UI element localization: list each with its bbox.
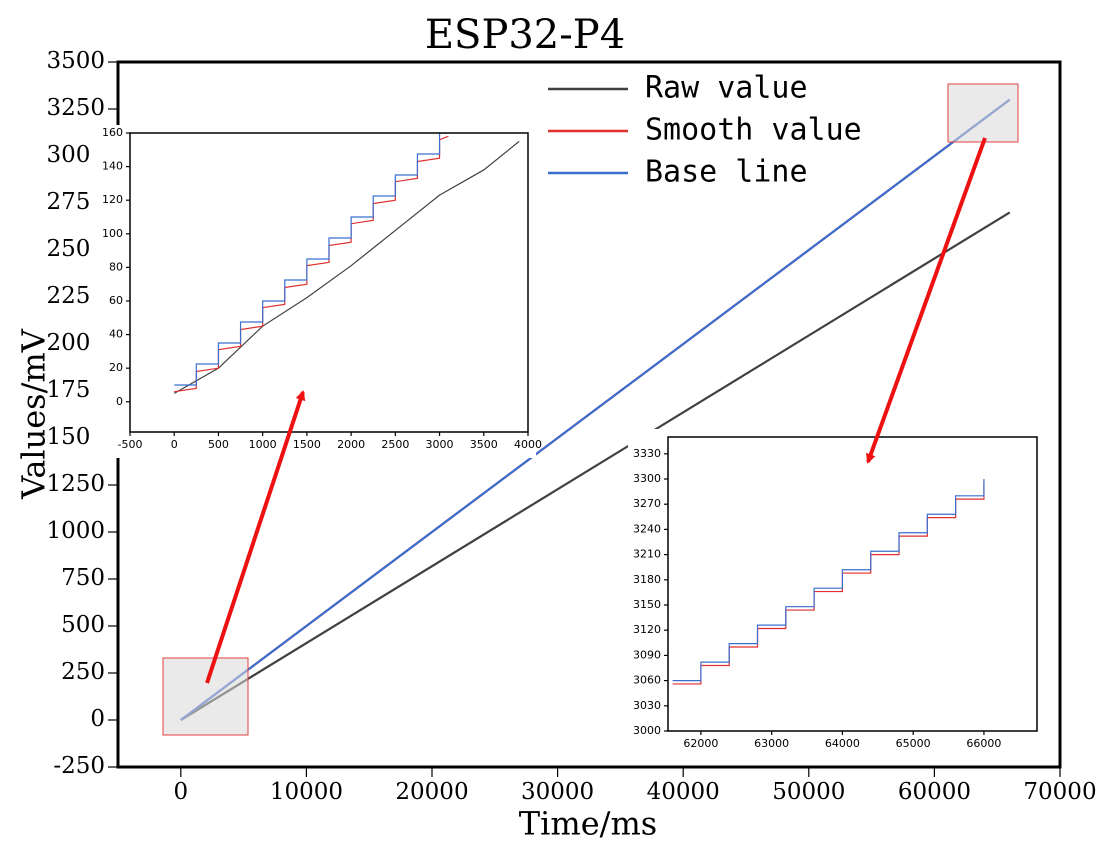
y-tick-label: 750 — [61, 565, 105, 591]
x-tick-label: 60000 — [898, 779, 971, 805]
x-tick-label: 2500 — [381, 438, 409, 451]
y-tick-label: 3030 — [633, 699, 661, 712]
x-tick-label: 40000 — [647, 779, 720, 805]
x-tick-label: 0 — [171, 438, 178, 451]
x-axis-label: Time/ms — [519, 805, 657, 843]
x-tick-label: 65000 — [896, 737, 931, 750]
inset-background — [628, 429, 1045, 757]
y-tick-label: 20 — [109, 361, 123, 374]
x-tick-label: 1000 — [249, 438, 277, 451]
inset-plot: 3000 3030 3060 3090 3120 3150 3180 3210 3240 3270… — [628, 429, 1045, 757]
y-tick-label: 140 — [102, 160, 123, 173]
legend-label: Raw value — [645, 71, 808, 106]
y-tick-label: 3120 — [633, 623, 661, 636]
x-tick-label: 20000 — [395, 779, 468, 805]
y-tick-label: 3150 — [633, 598, 661, 611]
x-tick-label: 70000 — [1023, 779, 1096, 805]
plot-lines — [173, 133, 520, 394]
y-tick-label: 3300 — [633, 472, 661, 485]
y-tick-label: 3180 — [633, 573, 661, 586]
chart-title: ESP32-P4 — [425, 12, 625, 58]
y-tick-label: 120 — [102, 193, 123, 206]
x-tick-label: 10000 — [270, 779, 343, 805]
y-tick-label: 40 — [109, 328, 123, 341]
x-tick-label: 30000 — [521, 779, 594, 805]
y-axis-label: Values/mV — [15, 328, 53, 500]
zoom-box — [947, 83, 1019, 143]
series-line — [173, 140, 520, 394]
x-tick-label: 3000 — [426, 438, 454, 451]
y-tick-label: 250 — [61, 659, 105, 685]
plot-frame — [129, 132, 529, 433]
x-tick-label: 63000 — [754, 737, 789, 750]
y-tick-label: 3210 — [633, 548, 661, 561]
x-tick-label: 50000 — [772, 779, 845, 805]
x-tick-label: 3500 — [470, 438, 498, 451]
series-line — [174, 135, 449, 393]
main-plot: -250025050075010001250150017502000225025… — [46, 48, 1096, 805]
y-tick-label: 60 — [109, 294, 123, 307]
series-line — [180, 211, 1011, 721]
y-tick-label: 500 — [61, 612, 105, 638]
y-tick-label: 3240 — [633, 522, 661, 535]
y-tick-label: 3060 — [633, 674, 661, 687]
plot-frame — [667, 436, 1038, 732]
y-tick-label: 80 — [109, 260, 123, 273]
x-tick-label: 1500 — [293, 438, 321, 451]
legend-label: Smooth value — [645, 113, 862, 148]
y-tick-label: 0 — [116, 395, 123, 408]
y-tick-label: 160 — [102, 126, 123, 139]
series-line — [672, 479, 985, 682]
inset-plot: 0 20 40 60 80 100 120 140 160 -500 0 500 1000 1500 200… — [90, 125, 542, 458]
x-tick-label: 66000 — [966, 737, 1001, 750]
legend-label: Base line — [645, 155, 808, 190]
legend: Raw value Smooth value Base line — [548, 71, 862, 190]
plot-lines — [180, 98, 1011, 721]
x-tick-label: 2000 — [337, 438, 365, 451]
x-tick-label: 500 — [208, 438, 229, 451]
y-tick-label: 3270 — [633, 497, 661, 510]
y-tick-label: 3000 — [633, 724, 661, 737]
x-tick-label: 4000 — [514, 438, 542, 451]
y-tick-label: -250 — [53, 753, 105, 779]
series-line — [174, 133, 449, 386]
x-tick-label: -500 — [118, 438, 143, 451]
x-tick-label: 64000 — [825, 737, 860, 750]
zoom-arrow — [205, 390, 306, 684]
y-tick-label: 1000 — [46, 518, 105, 544]
y-tick-label: 3250 — [46, 95, 105, 121]
y-tick-label: 3330 — [633, 447, 661, 460]
x-tick-label: 0 — [173, 779, 188, 805]
y-tick-label: 3500 — [46, 48, 105, 74]
zoom-box — [162, 657, 249, 736]
y-tick-label: 100 — [102, 227, 123, 240]
zoom-arrow — [866, 137, 987, 464]
y-tick-label: 1250 — [46, 471, 105, 497]
series-line — [180, 98, 1011, 721]
inset-background — [90, 125, 536, 458]
plot-lines — [672, 479, 985, 685]
y-tick-label: 0 — [90, 706, 105, 732]
y-tick-label: 3090 — [633, 648, 661, 661]
x-tick-label: 62000 — [683, 737, 718, 750]
